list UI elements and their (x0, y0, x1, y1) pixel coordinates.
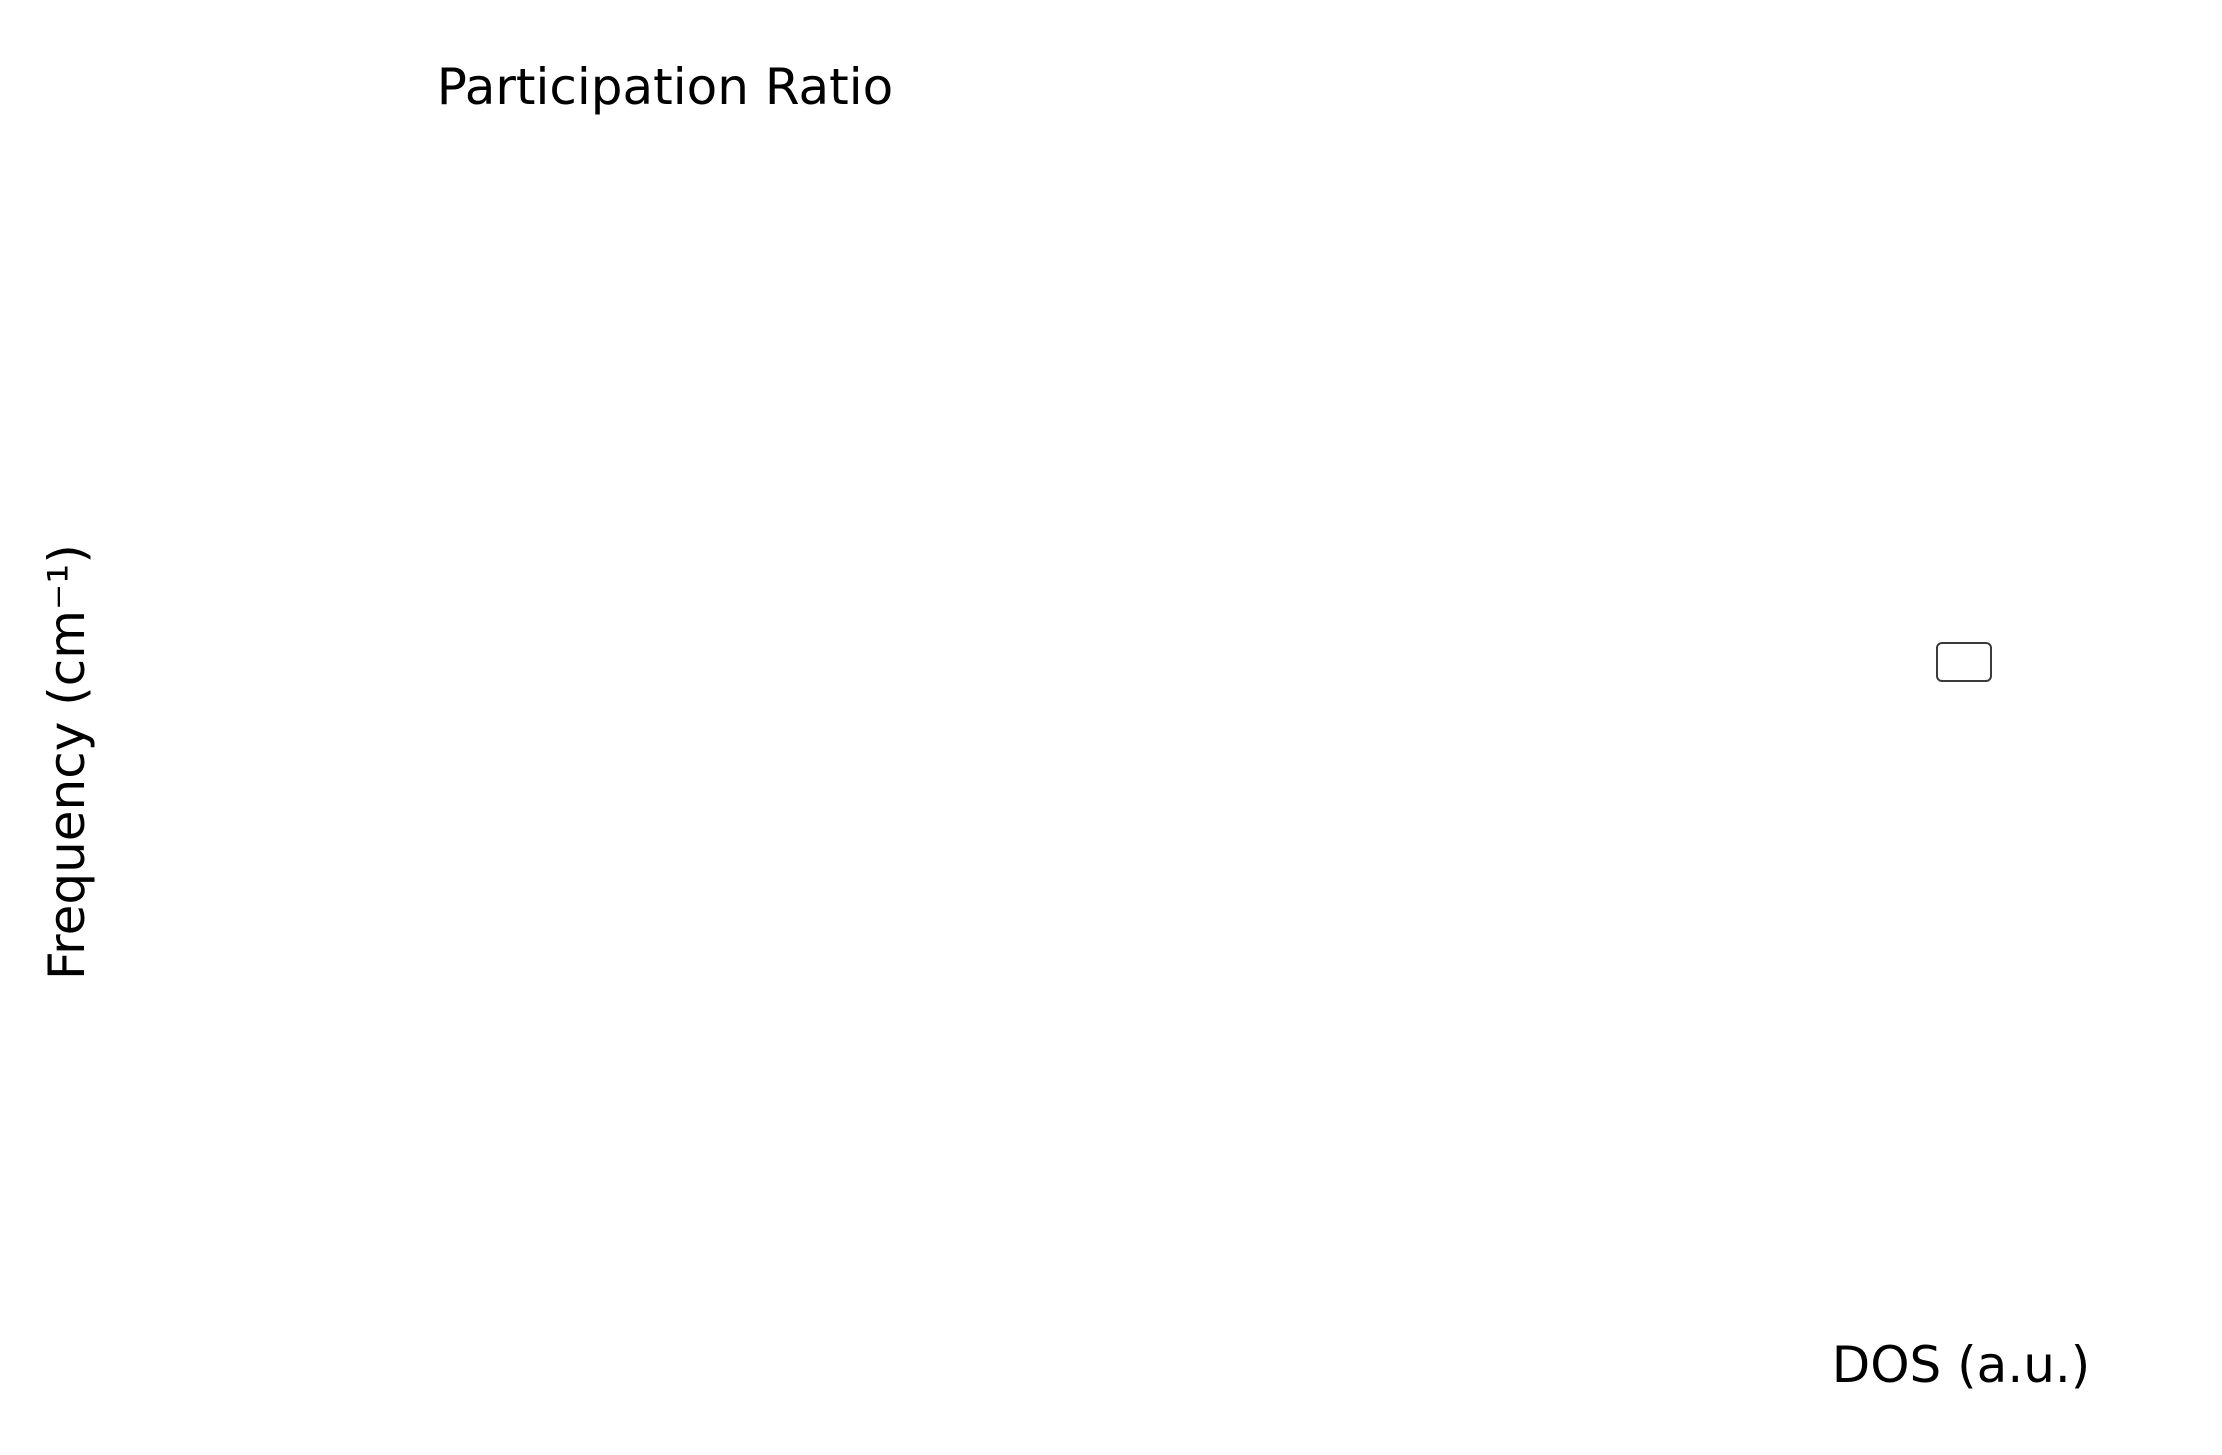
dos-legend (1936, 642, 1992, 682)
dos-x-axis-label: DOS (a.u.) (1831, 1336, 2091, 1394)
y-axis-label: Frequency (cm⁻¹) (38, 544, 96, 981)
colorbar-title: Participation Ratio (436, 58, 894, 116)
